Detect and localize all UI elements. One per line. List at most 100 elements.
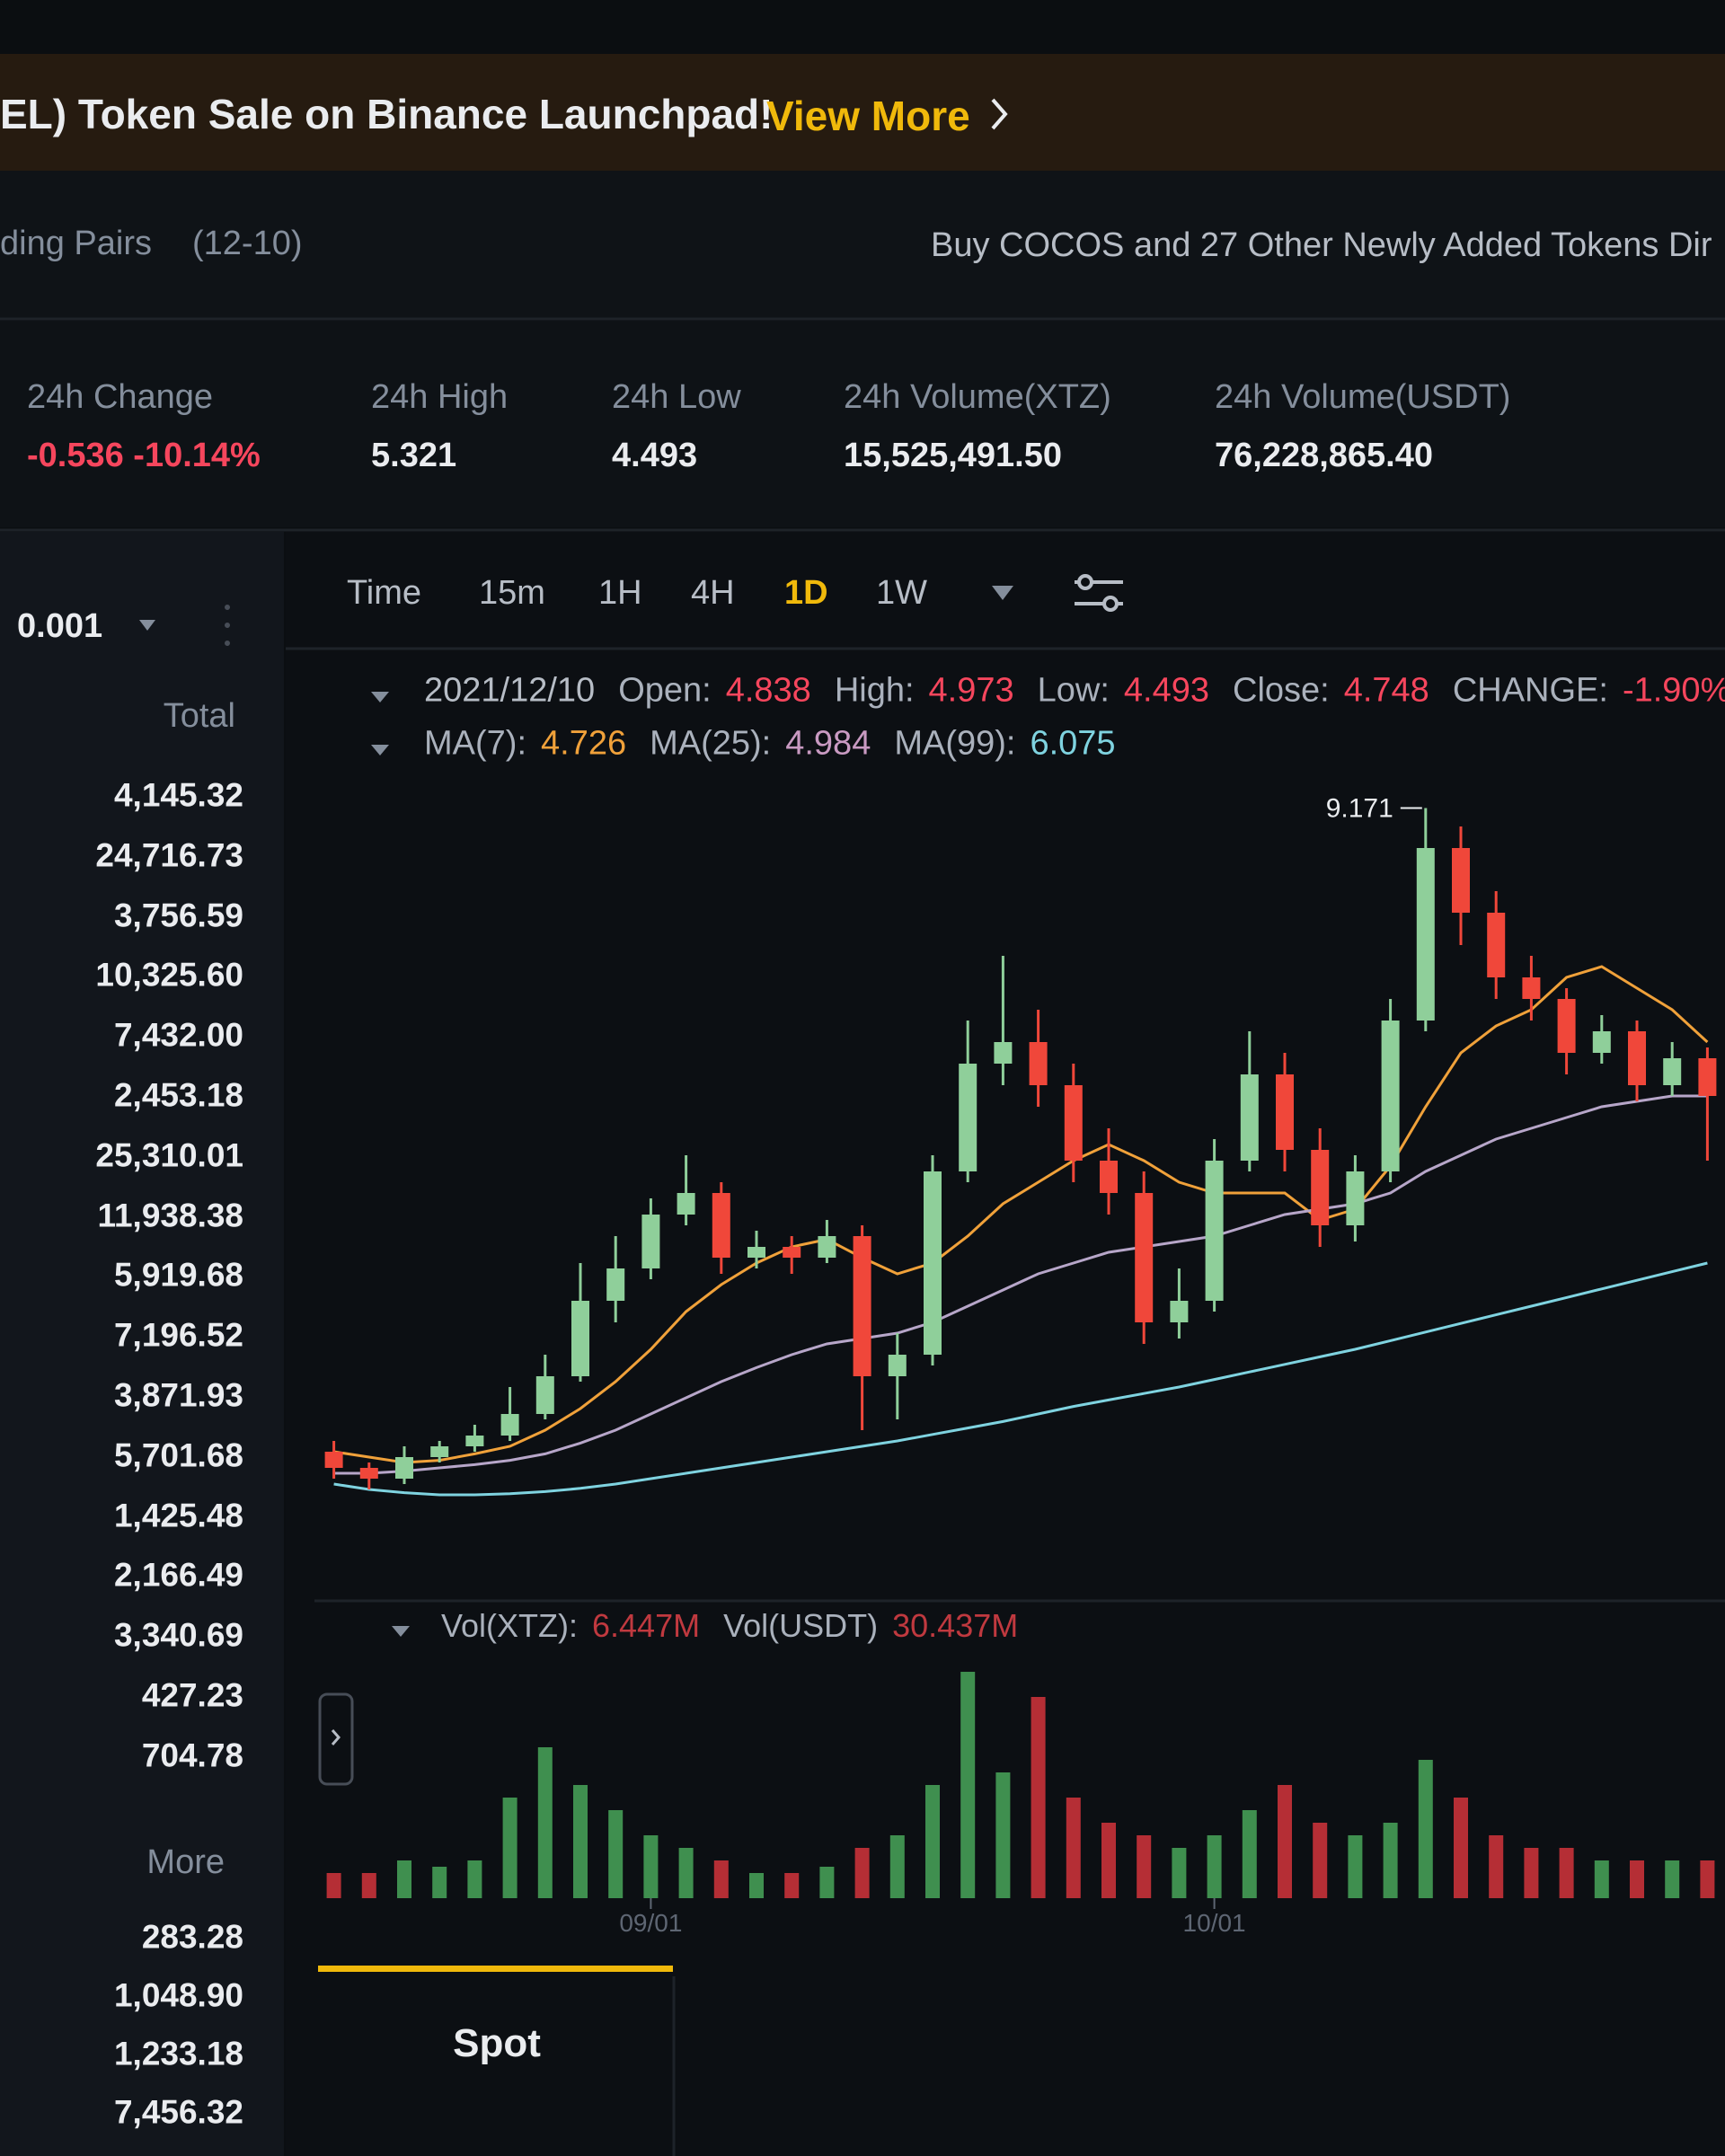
interval[interactable]: 1W [876, 574, 927, 612]
total: 2,166.49 [113, 1556, 243, 1594]
top-bar [0, 0, 1725, 54]
candle-body [1205, 1161, 1224, 1301]
collapse-arrow[interactable] [392, 1626, 410, 1637]
interval[interactable]: 1D [784, 574, 828, 612]
candle-body [1029, 1042, 1048, 1085]
volume-bar [326, 1873, 341, 1898]
candle-body [853, 1236, 871, 1376]
volume-bar [1700, 1860, 1715, 1898]
volume-bar [1665, 1860, 1680, 1898]
ma-value: 6.075 [1030, 724, 1116, 763]
chevron [991, 98, 1008, 130]
candle-body [1135, 1193, 1154, 1322]
settings-icon[interactable] [1075, 574, 1123, 612]
precision[interactable]: 0.001 [17, 607, 103, 645]
volume-bar [608, 1810, 624, 1898]
news-left[interactable]: ding Pairs [0, 225, 152, 262]
stat-label: 24h Low [612, 378, 741, 416]
orderbook-header: Total [163, 697, 235, 735]
candle-body [1452, 848, 1470, 913]
interval-dropdown[interactable] [992, 586, 1013, 600]
candle-body [888, 1355, 907, 1376]
candle-body [1240, 1074, 1259, 1161]
stat-value: 4.493 [612, 437, 698, 474]
volume-bar [1207, 1835, 1222, 1898]
vol-line: Vol(XTZ): 6.447M Vol(USDT) 30.437M [441, 1607, 1027, 1645]
interval[interactable]: 1H [598, 574, 642, 612]
volume-bar [1313, 1823, 1328, 1898]
volume-bar [1630, 1860, 1644, 1898]
total: 1,425.48 [113, 1497, 243, 1534]
volume-bar [537, 1747, 553, 1898]
candle-body [1100, 1161, 1118, 1193]
volume-bar [467, 1860, 482, 1898]
candle-body [1628, 1031, 1646, 1085]
menu-dot [225, 623, 230, 628]
candle-body [500, 1414, 519, 1436]
candle-body [1170, 1301, 1189, 1322]
volume-bar [925, 1785, 940, 1898]
interval[interactable]: 15m [479, 574, 545, 612]
volume-bar [1278, 1785, 1292, 1898]
total: 24,716.73 [95, 836, 243, 874]
news-date: (12-10) [192, 225, 303, 262]
volume-bar [749, 1873, 764, 1898]
news-bg [0, 171, 1725, 319]
candle-body [924, 1171, 942, 1355]
interval[interactable]: Time [347, 574, 422, 612]
news-right[interactable]: Buy COCOS and 27 Other Newly Added Token… [931, 226, 1712, 264]
ma-line [333, 1094, 1708, 1475]
stats-bg [0, 321, 1725, 527]
high-label: 9.171 [1326, 793, 1393, 823]
total: 2,453.18 [113, 1076, 243, 1114]
interval[interactable]: 4H [691, 574, 735, 612]
candle-body [712, 1193, 730, 1258]
expand-chevron [331, 1729, 341, 1745]
ma-value: 4.726 [541, 724, 627, 763]
ma-line: MA(7): 4.726 MA(25): 4.984 MA(99): 6.075 [424, 725, 1125, 764]
collapse-arrow[interactable] [371, 745, 389, 755]
volume-bar [995, 1772, 1011, 1898]
volume-bar [819, 1867, 835, 1898]
collapse-arrow[interactable] [371, 692, 389, 702]
volume-bar [643, 1835, 659, 1898]
more[interactable]: More [146, 1843, 225, 1881]
ohlc-label: Open: [618, 671, 712, 710]
dropdown-arrow[interactable] [139, 620, 155, 631]
volume-bar [678, 1848, 694, 1898]
ma-line [333, 965, 1709, 1464]
banner-link[interactable]: View More [766, 93, 970, 139]
total: 25,310.01 [95, 1136, 243, 1174]
ma-line [333, 1261, 1708, 1497]
volume-bar [1559, 1848, 1574, 1898]
ohlc-value: 4.838 [725, 671, 811, 710]
candle-body [1663, 1058, 1682, 1085]
volume-bar [1418, 1760, 1433, 1898]
total: 5,919.68 [113, 1256, 243, 1294]
total: 4,145.32 [113, 776, 243, 814]
tab[interactable]: Spot [453, 2021, 541, 2065]
volume-bar [573, 1785, 588, 1898]
vol-label: Vol(XTZ): [441, 1607, 579, 1644]
total: 7,456.32 [113, 2093, 243, 2131]
volume-bar [1454, 1798, 1468, 1898]
volume-bar [1383, 1823, 1398, 1898]
candle-body [818, 1236, 836, 1258]
vol-label: Vol(USDT) [723, 1607, 879, 1644]
stat-label: 24h Change [27, 378, 214, 416]
chart-bg [286, 532, 1725, 2156]
ma-label: MA(7): [424, 724, 526, 763]
x-tick-label: 10/01 [1183, 1909, 1246, 1937]
candle-body [748, 1247, 765, 1258]
volume-bar [1172, 1848, 1187, 1898]
ohlc-label: Low: [1037, 671, 1110, 710]
candle-body [606, 1268, 625, 1301]
candle-body [1416, 848, 1435, 1021]
expand-button[interactable] [318, 1692, 354, 1786]
total: 1,048.90 [113, 1976, 243, 2014]
total: 704.78 [141, 1736, 243, 1774]
total: 427.23 [141, 1676, 243, 1714]
total: 7,432.00 [113, 1016, 243, 1054]
candle-body [395, 1457, 413, 1479]
menu-dot [225, 641, 230, 646]
